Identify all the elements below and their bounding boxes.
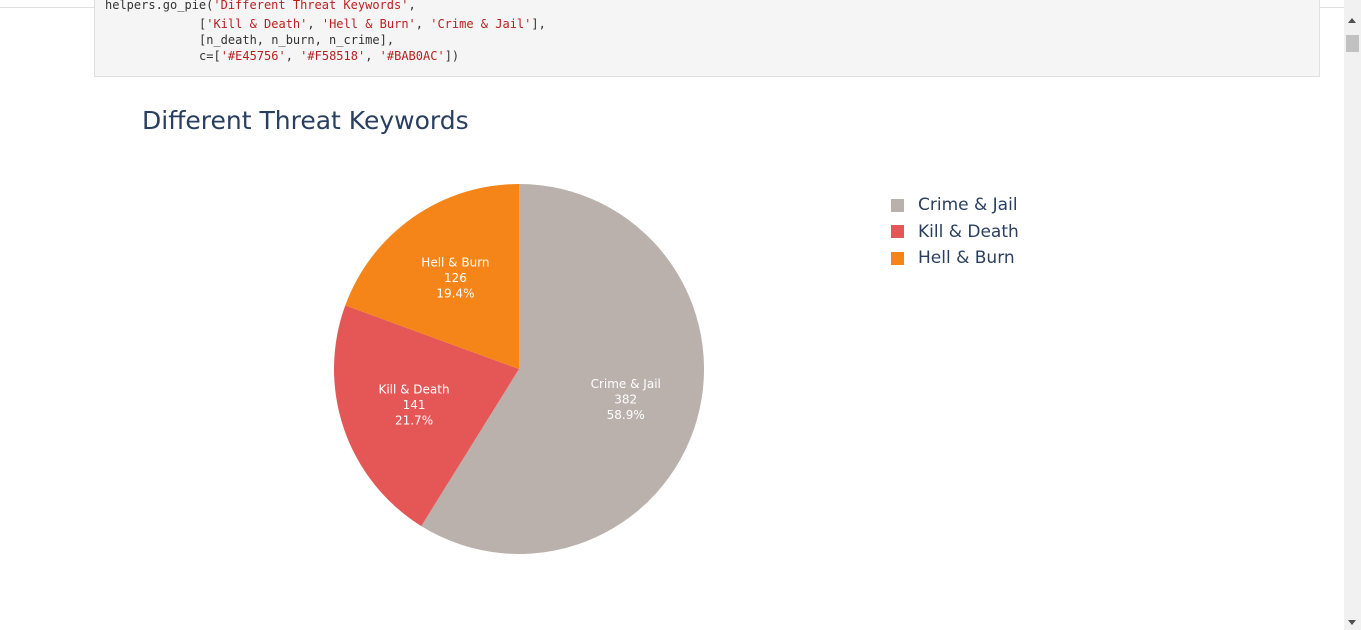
slice-value-kill-death: 141 <box>403 398 426 412</box>
scroll-thumb[interactable] <box>1346 35 1359 52</box>
legend-swatch <box>891 225 904 239</box>
slice-value-crime-jail: 382 <box>614 392 637 406</box>
legend-swatch <box>891 251 904 265</box>
legend-label: Hell & Burn <box>918 248 1015 269</box>
legend-item-hell-burn[interactable]: Hell & Burn <box>891 245 1019 272</box>
code-line-4: c=['#E45756', '#F58518', '#BAB0AC']) <box>199 49 460 63</box>
vertical-scrollbar[interactable] <box>1344 0 1361 630</box>
legend-label: Kill & Death <box>918 221 1019 242</box>
chart-title: Different Threat Keywords <box>142 106 469 135</box>
pie-slice-hell-burn[interactable] <box>345 184 519 369</box>
slice-value-hell-burn: 126 <box>444 271 467 285</box>
code-line-1: helpers.go_pie('Different Threat Keyword… <box>105 0 416 12</box>
scroll-down-arrow-icon[interactable] <box>1348 620 1356 625</box>
legend-item-kill-death[interactable]: Kill & Death <box>891 219 1019 246</box>
slice-percent-hell-burn: 19.4% <box>436 287 474 301</box>
code-cell[interactable]: helpers.go_pie('Different Threat Keyword… <box>94 0 1320 77</box>
chart-legend[interactable]: Crime & Jail Kill & Death Hell & Burn <box>891 192 1019 272</box>
pie-slice-crime-jail[interactable] <box>421 184 704 554</box>
scroll-up-arrow-icon[interactable] <box>1348 18 1356 23</box>
slice-label-kill-death: Kill & Death <box>378 383 449 397</box>
slice-percent-kill-death: 21.7% <box>395 414 433 428</box>
pie-slice-kill-death[interactable] <box>333 305 519 527</box>
code-line-2: ['Kill & Death', 'Hell & Burn', 'Crime &… <box>199 17 546 31</box>
slice-percent-crime-jail: 58.9% <box>607 408 645 422</box>
legend-label: Crime & Jail <box>918 195 1018 216</box>
slice-label-hell-burn: Hell & Burn <box>421 256 489 270</box>
code-line-3: [n_death, n_burn, n_crime], <box>199 33 395 47</box>
legend-swatch <box>891 198 904 212</box>
legend-item-crime-jail[interactable]: Crime & Jail <box>891 192 1019 219</box>
slice-label-crime-jail: Crime & Jail <box>591 377 661 391</box>
